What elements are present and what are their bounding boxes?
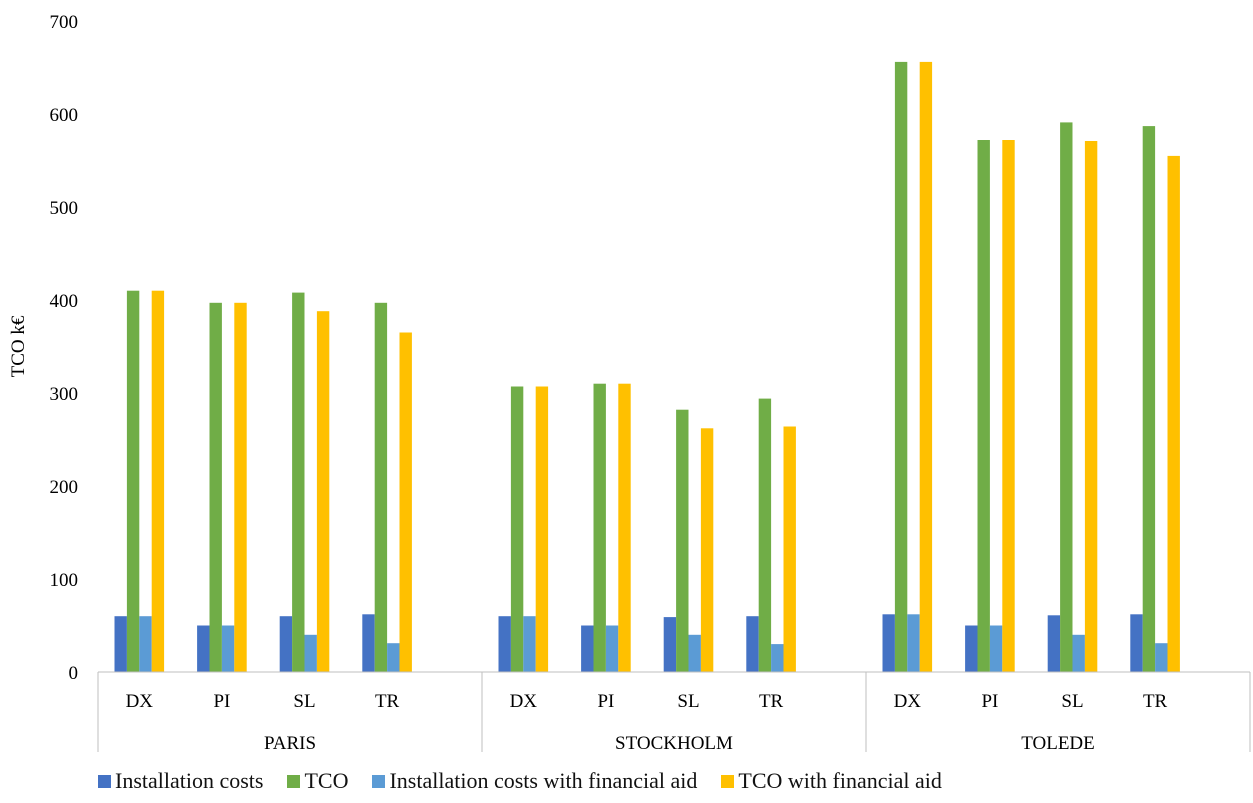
bar-installation-costs-with-financial-aid bbox=[387, 643, 400, 672]
bar-tco bbox=[510, 386, 524, 672]
bar-installation-costs-with-financial-aid bbox=[907, 614, 920, 672]
bar-tco-with-financial-aid bbox=[783, 426, 796, 672]
bar-installation-costs bbox=[197, 625, 210, 672]
legend-swatch bbox=[98, 774, 111, 788]
bar-tco bbox=[894, 61, 908, 672]
x-axis: DX PI SL TR PARIS DX PI SL TR STOCKHOLM DX PI SL TR TO… bbox=[97, 671, 1251, 754]
bar-installation-costs-with-financial-aid bbox=[139, 616, 152, 672]
bar-tco-with-financial-aid bbox=[234, 302, 247, 672]
y-tick-label: 500 bbox=[50, 198, 79, 219]
bar-installation-costs-with-financial-aid bbox=[688, 634, 701, 672]
bar-installation-costs bbox=[362, 614, 375, 672]
bar-installation-costs-with-financial-aid bbox=[523, 616, 536, 672]
legend-label: Installation costs with financial aid bbox=[389, 768, 698, 793]
legend-swatch bbox=[372, 774, 386, 788]
x-category-label: TR bbox=[375, 691, 400, 712]
bar-tco bbox=[1142, 126, 1156, 673]
legend-item: TCO bbox=[287, 768, 348, 794]
bar-installation-costs bbox=[581, 625, 594, 672]
bar-installation-costs bbox=[279, 616, 293, 672]
legend-swatch bbox=[287, 774, 301, 788]
bar-tco bbox=[758, 398, 772, 672]
y-tick-label: 0 bbox=[69, 663, 79, 684]
x-group-label: TOLEDE bbox=[1021, 733, 1095, 754]
bar-installation-costs bbox=[498, 616, 511, 672]
legend-swatch bbox=[721, 774, 735, 788]
x-category-label: DX bbox=[894, 691, 922, 712]
x-category-label: SL bbox=[293, 691, 315, 712]
bar-tco bbox=[1060, 122, 1073, 672]
x-category-label: PI bbox=[213, 691, 230, 712]
x-category-label: PI bbox=[597, 691, 614, 712]
y-tick-label: 300 bbox=[50, 384, 79, 405]
bar-installation-costs-with-financial-aid bbox=[221, 625, 235, 672]
legend-item: Installation costs bbox=[98, 768, 263, 794]
bar-installation-costs bbox=[882, 614, 895, 672]
bar-installation-costs-with-financial-aid bbox=[989, 625, 1003, 672]
bar-tco-with-financial-aid bbox=[1167, 155, 1180, 672]
legend: Installation costs TCO Installation costs … bbox=[98, 766, 1198, 796]
bar-tco-with-financial-aid bbox=[1002, 140, 1015, 672]
bar-installation-costs-with-financial-aid bbox=[304, 634, 317, 672]
bar-installation-costs-with-financial-aid bbox=[771, 644, 784, 672]
y-tick-label: 200 bbox=[50, 477, 79, 498]
bar-installation-costs bbox=[1130, 614, 1143, 672]
bar-installation-costs bbox=[746, 616, 759, 672]
x-category-label: TR bbox=[1143, 691, 1168, 712]
y-tick-label: 100 bbox=[50, 570, 79, 591]
bar-installation-costs-with-financial-aid bbox=[1072, 634, 1085, 672]
bars bbox=[114, 61, 1180, 673]
x-category-label: PI bbox=[981, 691, 998, 712]
bar-chart: 0 100 200 300 400 500 600 700 TCO k€ DX PI SL TR PA… bbox=[8, 12, 1251, 754]
bar-tco-with-financial-aid bbox=[535, 386, 549, 672]
legend-label: Installation costs bbox=[115, 768, 264, 793]
bar-tco bbox=[209, 302, 222, 672]
y-axis: 0 100 200 300 400 500 600 700 bbox=[50, 12, 79, 684]
bar-installation-costs bbox=[965, 625, 978, 672]
x-category-label: SL bbox=[677, 691, 699, 712]
bar-installation-costs bbox=[1047, 615, 1061, 672]
bar-tco-with-financial-aid bbox=[1084, 141, 1098, 672]
bar-tco bbox=[977, 140, 990, 672]
y-tick-label: 600 bbox=[50, 105, 79, 126]
bar-tco bbox=[292, 292, 305, 672]
bar-tco bbox=[126, 290, 140, 672]
x-category-label: SL bbox=[1061, 691, 1083, 712]
bar-tco-with-financial-aid bbox=[919, 61, 933, 672]
bar-installation-costs-with-financial-aid bbox=[1155, 643, 1168, 672]
y-tick-label: 400 bbox=[50, 291, 79, 312]
bar-tco-with-financial-aid bbox=[151, 290, 165, 672]
bar-installation-costs bbox=[663, 617, 677, 672]
y-tick-label: 700 bbox=[50, 12, 79, 33]
y-axis-title: TCO k€ bbox=[8, 315, 29, 377]
bar-tco bbox=[593, 383, 606, 672]
legend-item: Installation costs with financial aid bbox=[372, 768, 697, 794]
bar-tco-with-financial-aid bbox=[316, 311, 330, 672]
bar-installation-costs-with-financial-aid bbox=[605, 625, 619, 672]
bar-installation-costs bbox=[114, 616, 127, 672]
x-group-label: STOCKHOLM bbox=[615, 733, 733, 754]
bar-tco-with-financial-aid bbox=[618, 383, 631, 672]
x-group-label: PARIS bbox=[264, 733, 316, 754]
bar-tco-with-financial-aid bbox=[700, 428, 714, 672]
bar-tco bbox=[374, 302, 388, 672]
legend-item: TCO with financial aid bbox=[721, 768, 942, 794]
legend-label: TCO bbox=[304, 768, 349, 793]
legend-label: TCO with financial aid bbox=[738, 768, 942, 793]
bar-tco bbox=[676, 409, 689, 672]
x-category-label: DX bbox=[510, 691, 538, 712]
bar-tco-with-financial-aid bbox=[399, 332, 412, 672]
x-category-label: DX bbox=[126, 691, 154, 712]
x-category-label: TR bbox=[759, 691, 784, 712]
